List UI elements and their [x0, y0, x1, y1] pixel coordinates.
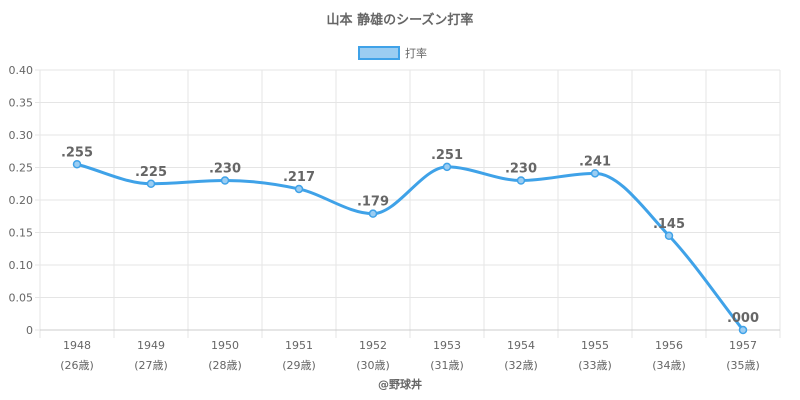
data-point: [72, 160, 82, 169]
data-point: [590, 169, 600, 178]
legend-swatch: [358, 46, 400, 60]
data-label: .225: [135, 165, 167, 180]
y-tick-label: 0.30: [9, 129, 34, 142]
axis-layer: 0 0.05 0.10 0.15 0.20 0.25 0.30 0.35 0.40 1948 (26…: [9, 64, 780, 372]
legend-label: 打率: [405, 46, 427, 60]
x-tick-sublabel: (26歳): [60, 359, 94, 372]
x-tick-sublabel: (30歳): [356, 359, 390, 372]
data-label: .145: [653, 217, 685, 232]
data-point: [738, 325, 748, 335]
data-point: [220, 176, 230, 185]
data-point: [294, 184, 304, 194]
x-tick-sublabel: (35歳): [726, 359, 760, 372]
data-label: .217: [283, 170, 315, 185]
x-tick-label: 1953: [433, 339, 461, 352]
data-label: .179: [357, 195, 389, 210]
data-label: .251: [431, 148, 463, 163]
y-tick-label: 0.40: [9, 64, 34, 77]
data-point: [368, 209, 378, 218]
legend[interactable]: 打率: [358, 46, 427, 60]
x-tick-label: 1957: [729, 339, 757, 352]
data-label: .230: [209, 162, 241, 177]
x-tick-label: 1948: [63, 339, 91, 352]
series-layer: [72, 160, 748, 335]
data-point: [442, 162, 452, 172]
x-tick-label: 1955: [581, 339, 609, 352]
y-tick-label: 0.15: [9, 227, 34, 240]
data-label: .000: [727, 311, 759, 326]
data-label: .241: [579, 154, 611, 169]
x-tick-label: 1950: [211, 339, 239, 352]
x-tick-sublabel: (28歳): [208, 359, 242, 372]
x-tick-label: 1952: [359, 339, 387, 352]
data-label-layer: .255 .225 .230 .217 .179 .251 .230 .241 .145 .000: [61, 145, 759, 326]
data-point: [664, 231, 674, 240]
chart-title: 山本 静雄のシーズン打率: [327, 12, 474, 28]
x-tick-sublabel: (31歳): [430, 359, 464, 372]
credit-text: @野球丼: [378, 377, 422, 391]
series-line: [76, 162, 745, 331]
data-point: [516, 176, 526, 185]
y-tick-label: 0: [26, 324, 33, 337]
grid-layer: [35, 69, 781, 338]
y-tick-label: 0.10: [9, 259, 34, 272]
x-tick-sublabel: (34歳): [652, 359, 686, 372]
y-tick-label: 0.05: [9, 292, 34, 305]
x-tick-label: 1954: [507, 339, 535, 352]
y-tick-label: 0.35: [9, 97, 34, 110]
x-tick-sublabel: (32歳): [504, 359, 538, 372]
data-label: .255: [61, 145, 93, 160]
data-point: [146, 179, 156, 188]
y-tick-label: 0.20: [9, 194, 34, 207]
y-tick-label: 0.25: [9, 162, 34, 175]
x-tick-label: 1956: [655, 339, 683, 352]
x-tick-sublabel: (27歳): [134, 359, 168, 372]
x-tick-label: 1951: [285, 339, 313, 352]
data-label: .230: [505, 162, 537, 177]
x-tick-label: 1949: [137, 339, 165, 352]
x-tick-sublabel: (33歳): [578, 359, 612, 372]
x-tick-sublabel: (29歳): [282, 359, 316, 372]
